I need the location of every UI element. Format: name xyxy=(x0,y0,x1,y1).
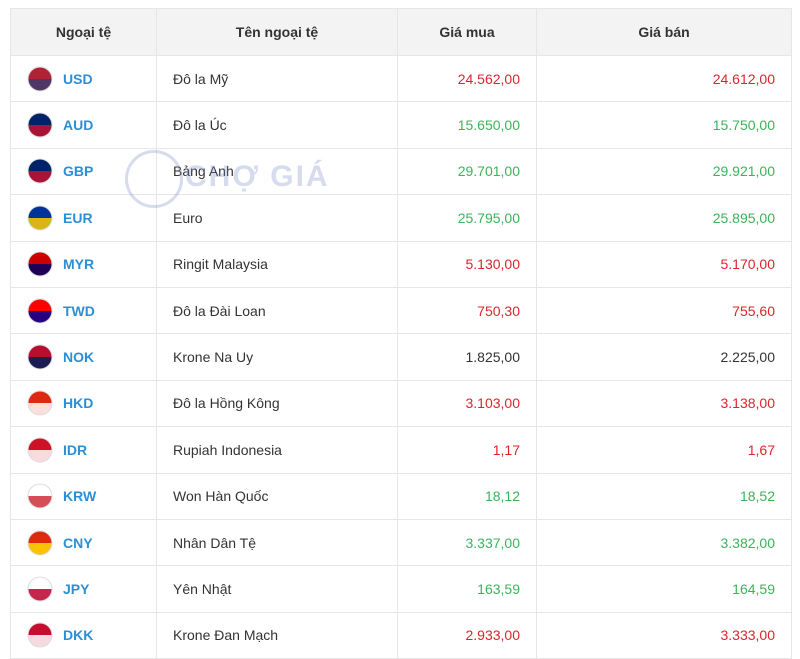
currency-code: TWD xyxy=(63,302,95,319)
table-row: DKK Krone Đan Mạch 2.933,00 3.333,00 xyxy=(10,611,792,659)
flag-icon xyxy=(27,298,53,324)
header-cell: Ngoại tệ xyxy=(10,8,157,56)
sell-price: 25.895,00 xyxy=(536,194,792,242)
buy-price: 750,30 xyxy=(397,286,537,335)
flag-icon xyxy=(27,483,53,509)
code-cell: AUD xyxy=(10,101,157,149)
table-row: IDR Rupiah Indonesia 1,17 1,67 xyxy=(10,426,792,474)
currency-code: AUD xyxy=(63,117,94,134)
sell-price: 29.921,00 xyxy=(536,147,792,196)
flag-icon xyxy=(27,390,53,416)
table-row: GBP Bảng Anh 29.701,00 29.921,00 xyxy=(10,147,792,196)
currency-code: KRW xyxy=(63,488,97,505)
table-row: MYR Ringit Malaysia 5.130,00 5.170,00 xyxy=(10,240,792,288)
code-cell: NOK xyxy=(10,333,157,381)
sell-price: 1,67 xyxy=(536,426,792,474)
currency-name: Krone Đan Mạch xyxy=(156,611,398,659)
code-cell: TWD xyxy=(10,286,157,335)
currency-code: USD xyxy=(63,70,93,87)
buy-price: 2.933,00 xyxy=(397,611,537,659)
sell-price: 755,60 xyxy=(536,286,792,335)
header-cell: Tên ngoại tệ xyxy=(156,8,398,56)
code-cell: KRW xyxy=(10,472,157,520)
code-cell: EUR xyxy=(10,194,157,242)
currency-table: Ngoại tệ Tên ngoại tệ Giá mua Giá bán US… xyxy=(10,8,792,659)
code-cell: CNY xyxy=(10,518,157,567)
flag-icon xyxy=(27,251,53,277)
flag-icon xyxy=(27,530,53,556)
flag-icon xyxy=(27,576,53,602)
code-cell: MYR xyxy=(10,240,157,288)
sell-price: 164,59 xyxy=(536,565,792,613)
sell-price: 24.612,00 xyxy=(536,54,792,103)
table-row: AUD Đô la Úc 15.650,00 15.750,00 xyxy=(10,101,792,149)
buy-price: 29.701,00 xyxy=(397,147,537,196)
currency-code: GBP xyxy=(63,163,94,180)
flag-icon xyxy=(27,622,53,648)
buy-price: 3.103,00 xyxy=(397,379,537,428)
currency-name: Yên Nhật xyxy=(156,565,398,613)
currency-code: DKK xyxy=(63,627,94,644)
currency-code: JPY xyxy=(63,580,90,597)
sell-price: 3.138,00 xyxy=(536,379,792,428)
currency-name: Đô la Đài Loan xyxy=(156,286,398,335)
flag-icon xyxy=(27,205,53,231)
header-cell: Giá bán xyxy=(536,8,792,56)
sell-price: 18,52 xyxy=(536,472,792,520)
flag-icon xyxy=(27,344,53,370)
currency-name: Đô la Hồng Kông xyxy=(156,379,398,428)
code-cell: JPY xyxy=(10,565,157,613)
buy-price: 1,17 xyxy=(397,426,537,474)
buy-price: 3.337,00 xyxy=(397,518,537,567)
currency-name: Nhân Dân Tệ xyxy=(156,518,398,567)
currency-code: CNY xyxy=(63,534,93,551)
table-row: JPY Yên Nhật 163,59 164,59 xyxy=(10,565,792,613)
sell-price: 3.333,00 xyxy=(536,611,792,659)
buy-price: 1.825,00 xyxy=(397,333,537,381)
table-row: TWD Đô la Đài Loan 750,30 755,60 xyxy=(10,286,792,335)
buy-price: 5.130,00 xyxy=(397,240,537,288)
sell-price: 15.750,00 xyxy=(536,101,792,149)
code-cell: DKK xyxy=(10,611,157,659)
buy-price: 24.562,00 xyxy=(397,54,537,103)
table-row: CNY Nhân Dân Tệ 3.337,00 3.382,00 xyxy=(10,518,792,567)
sell-price: 5.170,00 xyxy=(536,240,792,288)
currency-name: Đô la Mỹ xyxy=(156,54,398,103)
flag-icon xyxy=(27,437,53,463)
code-cell: HKD xyxy=(10,379,157,428)
sell-price: 2.225,00 xyxy=(536,333,792,381)
currency-code: IDR xyxy=(63,441,88,458)
code-cell: GBP xyxy=(10,147,157,196)
table-row: KRW Won Hàn Quốc 18,12 18,52 xyxy=(10,472,792,520)
buy-price: 18,12 xyxy=(397,472,537,520)
buy-price: 25.795,00 xyxy=(397,194,537,242)
code-cell: USD xyxy=(10,54,157,103)
currency-name: Won Hàn Quốc xyxy=(156,472,398,520)
currency-name: Rupiah Indonesia xyxy=(156,426,398,474)
currency-name: Đô la Úc xyxy=(156,101,398,149)
table-row: HKD Đô la Hồng Kông 3.103,00 3.138,00 xyxy=(10,379,792,428)
currency-name: Krone Na Uy xyxy=(156,333,398,381)
code-cell: IDR xyxy=(10,426,157,474)
currency-code: HKD xyxy=(63,395,94,412)
currency-name: Ringit Malaysia xyxy=(156,240,398,288)
flag-icon xyxy=(27,66,53,92)
sell-price: 3.382,00 xyxy=(536,518,792,567)
currency-name: Bảng Anh xyxy=(156,147,398,196)
table-row: EUR Euro 25.795,00 25.895,00 xyxy=(10,194,792,242)
currency-code: NOK xyxy=(63,349,95,366)
table-row: USD Đô la Mỹ 24.562,00 24.612,00 xyxy=(10,54,792,103)
currency-code: MYR xyxy=(63,256,95,273)
buy-price: 15.650,00 xyxy=(397,101,537,149)
header-cell: Giá mua xyxy=(397,8,537,56)
currency-code: EUR xyxy=(63,209,93,226)
table-row: NOK Krone Na Uy 1.825,00 2.225,00 xyxy=(10,333,792,381)
flag-icon xyxy=(27,112,53,138)
currency-name: Euro xyxy=(156,194,398,242)
header-row: Ngoại tệ Tên ngoại tệ Giá mua Giá bán xyxy=(10,8,792,56)
buy-price: 163,59 xyxy=(397,565,537,613)
flag-icon xyxy=(27,158,53,184)
